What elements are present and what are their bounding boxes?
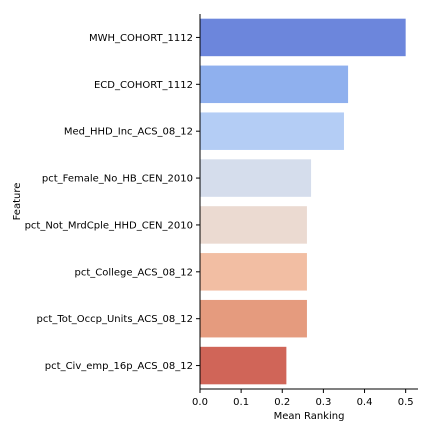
bar [200,206,307,244]
bars-group [200,18,406,385]
x-tick-label: 0.4 [357,397,373,408]
y-tick-label: pct_Not_MrdCple_HHD_CEN_2010 [25,220,193,231]
y-tick-label: pct_Tot_Occp_Units_ACS_08_12 [37,314,193,325]
x-axis-label: Mean Ranking [274,411,345,422]
bar [200,18,406,57]
x-ticks-group: 0.0 0.1 0.2 0.3 0.4 0.5 [192,389,414,408]
y-tick-label: pct_Civ_emp_16p_ACS_08_12 [45,361,193,372]
bar [200,299,307,338]
y-axis-label: Feature [12,183,23,221]
x-tick-label: 0.0 [192,397,208,408]
bar [200,65,349,104]
y-tick-label: MWH_COHORT_1112 [89,33,193,44]
x-tick-label: 0.1 [233,397,249,408]
y-tick-label: ECD_COHORT_1112 [94,80,193,91]
x-tick-label: 0.5 [398,397,414,408]
y-tick-label: pct_Female_No_HB_CEN_2010 [42,174,193,185]
x-tick-label: 0.3 [315,397,331,408]
bar [200,346,287,385]
y-tick-labels: MWH_COHORT_1112 ECD_COHORT_1112 Med_HHD_In… [25,33,200,372]
y-tick-label: Med_HHD_Inc_ACS_08_12 [64,127,193,138]
bar [200,253,307,291]
x-tick-label: 0.2 [274,397,290,408]
bar [200,112,344,150]
bar [200,159,312,197]
y-tick-label: pct_College_ACS_08_12 [74,267,193,278]
